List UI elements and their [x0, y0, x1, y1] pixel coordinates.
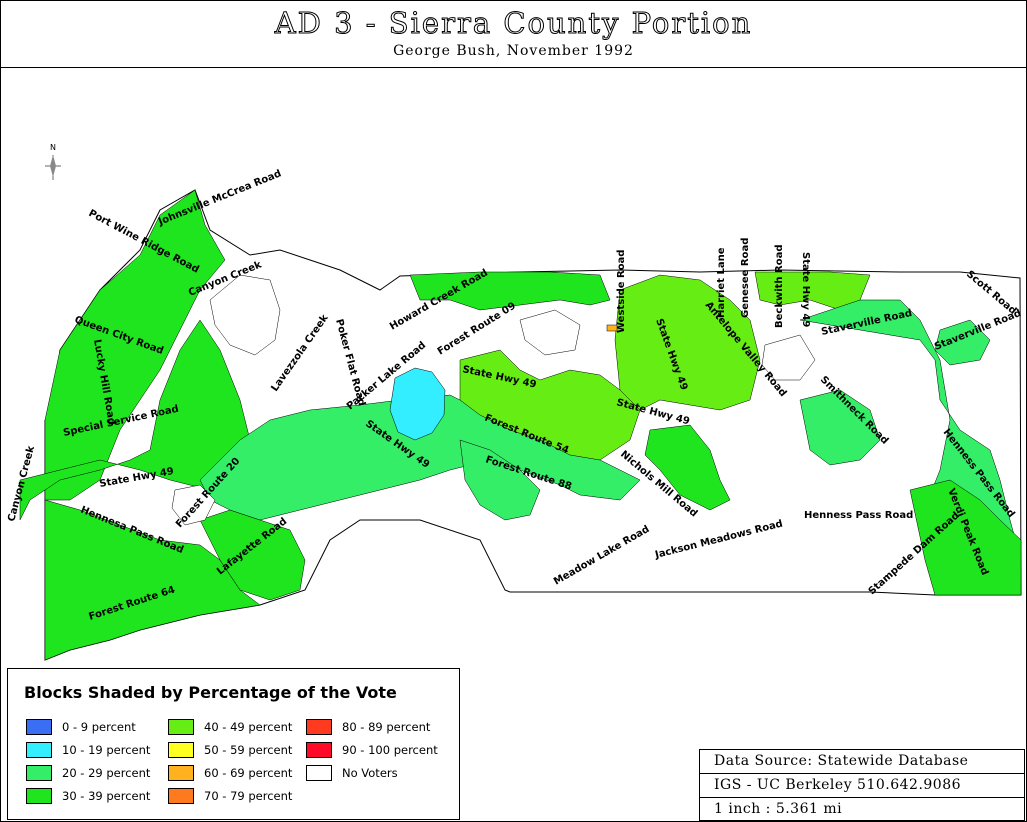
- legend-title: Blocks Shaded by Percentage of the Vote: [24, 683, 397, 702]
- legend-label: 90 - 100 percent: [342, 742, 438, 757]
- precinct-lime-1: [459, 349, 641, 461]
- legend-swatch: [168, 764, 194, 781]
- legend-label: 0 - 9 percent: [62, 719, 136, 734]
- precinct-east-4: [799, 389, 881, 466]
- legend-label: 10 - 19 percent: [62, 742, 151, 757]
- precinct-east-3: [909, 479, 1022, 596]
- precinct-orange: [606, 324, 618, 332]
- legend-label: 70 - 79 percent: [204, 788, 293, 803]
- legend-swatch: [168, 741, 194, 758]
- precinct-west-3: [44, 499, 261, 661]
- legend-swatch: [26, 764, 52, 781]
- legend-label: No Voters: [342, 765, 398, 780]
- legend-swatch: [306, 764, 332, 781]
- legend-swatch: [26, 741, 52, 758]
- road-label: State Hwy 49: [800, 252, 811, 327]
- county-map: N Port Wine Ridge Road Johnsville McCrea…: [6, 143, 1023, 661]
- legend-swatch: [168, 787, 194, 804]
- road-label: Johnsville McCrea Road: [156, 168, 283, 228]
- legend-label: 60 - 69 percent: [204, 765, 293, 780]
- legend-swatch: [26, 718, 52, 735]
- no-voters-pocket-4: [519, 309, 581, 356]
- precinct-cyan: [389, 367, 446, 441]
- precinct-central-south: [459, 439, 541, 521]
- legend-label: 40 - 49 percent: [204, 719, 293, 734]
- no-voters-pocket-1: [209, 274, 281, 356]
- legend-item: 60 - 69 percent: [168, 761, 292, 784]
- scale-line: 1 inch : 5.361 mi: [714, 801, 843, 817]
- precinct-east-5: [934, 319, 991, 366]
- legend: Blocks Shaded by Percentage of the Vote …: [7, 668, 460, 820]
- legend-column-2: 40 - 49 percent 50 - 59 percent 60 - 69 …: [168, 715, 292, 807]
- legend-item: 80 - 89 percent: [306, 715, 438, 738]
- legend-column-3: 80 - 89 percent 90 - 100 percent No Vote…: [306, 715, 438, 784]
- precinct-west-1: [44, 189, 226, 501]
- north-label: N: [50, 143, 56, 152]
- no-voters-pocket-3: [761, 334, 816, 381]
- road-label: Genesee Road: [740, 238, 751, 318]
- road-label: Beckwith Road: [774, 244, 785, 328]
- precinct-lime-2: [614, 274, 761, 411]
- map-title: AD 3 - Sierra County Portion: [274, 6, 753, 41]
- map-area: N Port Wine Ridge Road Johnsville McCrea…: [0, 68, 1027, 668]
- legend-swatch: [306, 741, 332, 758]
- precinct-east-1: [409, 271, 611, 311]
- precinct-west-2: [19, 319, 251, 521]
- legend-column-1: 0 - 9 percent 10 - 19 percent 20 - 29 pe…: [26, 715, 150, 807]
- legend-swatch: [168, 718, 194, 735]
- legend-item: 90 - 100 percent: [306, 738, 438, 761]
- map-subtitle: George Bush, November 1992: [393, 43, 634, 59]
- road-label: Henness Pass Road: [804, 510, 913, 521]
- legend-label: 20 - 29 percent: [62, 765, 151, 780]
- legend-label: 50 - 59 percent: [204, 742, 293, 757]
- title-bar: AD 3 - Sierra County Portion George Bush…: [0, 0, 1027, 68]
- legend-swatch: [26, 787, 52, 804]
- legend-item: 20 - 29 percent: [26, 761, 150, 784]
- legend-item: 50 - 59 percent: [168, 738, 292, 761]
- data-source-box: Data Source: Statewide Database IGS - UC…: [699, 749, 1025, 821]
- no-voters-pocket-2: [171, 484, 216, 526]
- legend-item: 30 - 39 percent: [26, 784, 150, 807]
- legend-item: 0 - 9 percent: [26, 715, 150, 738]
- legend-label: 80 - 89 percent: [342, 719, 431, 734]
- source-line-2: IGS - UC Berkeley 510.642.9086: [700, 774, 1024, 798]
- legend-item: 40 - 49 percent: [168, 715, 292, 738]
- legend-swatch: [306, 718, 332, 735]
- source-line-1: Data Source: Statewide Database: [700, 750, 1024, 774]
- legend-item: 10 - 19 percent: [26, 738, 150, 761]
- legend-item: 70 - 79 percent: [168, 784, 292, 807]
- legend-label: 30 - 39 percent: [62, 788, 151, 803]
- road-label: Harriet Lane: [716, 247, 727, 318]
- road-label: Westside Road: [616, 250, 627, 333]
- north-arrow-icon: N: [45, 143, 61, 180]
- precinct-east-6: [644, 424, 731, 511]
- legend-item: No Voters: [306, 761, 438, 784]
